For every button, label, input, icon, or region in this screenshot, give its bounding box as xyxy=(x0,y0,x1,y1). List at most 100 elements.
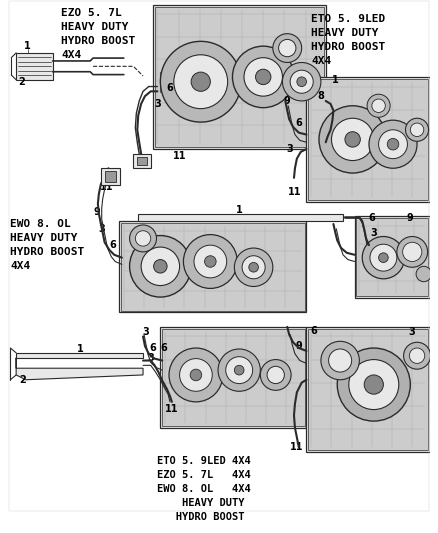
Circle shape xyxy=(349,360,399,409)
Circle shape xyxy=(234,248,273,287)
Text: 6: 6 xyxy=(311,326,318,336)
Circle shape xyxy=(403,243,422,262)
Circle shape xyxy=(191,72,210,91)
Circle shape xyxy=(233,46,294,108)
Circle shape xyxy=(260,360,291,390)
Circle shape xyxy=(410,348,425,364)
Polygon shape xyxy=(155,7,324,147)
Circle shape xyxy=(141,247,180,286)
Text: EWO 8. OL
HEAVY DUTY
HYDRO BOOST
4X4: EWO 8. OL HEAVY DUTY HYDRO BOOST 4X4 xyxy=(11,219,85,271)
Text: 9: 9 xyxy=(407,213,414,223)
Text: ETO 5. 9LED
HEAVY DUTY
HYDRO BOOST
4X4: ETO 5. 9LED HEAVY DUTY HYDRO BOOST 4X4 xyxy=(311,14,385,67)
Circle shape xyxy=(160,42,241,122)
Circle shape xyxy=(218,349,260,391)
Circle shape xyxy=(406,118,429,141)
Text: 9: 9 xyxy=(173,384,180,394)
Circle shape xyxy=(319,106,386,173)
Circle shape xyxy=(378,253,388,262)
Circle shape xyxy=(337,348,410,421)
Circle shape xyxy=(367,94,390,117)
Circle shape xyxy=(321,341,359,379)
Text: 11: 11 xyxy=(173,151,186,161)
Circle shape xyxy=(249,262,258,272)
Text: 6: 6 xyxy=(109,240,116,250)
Text: ETO 5. 9LED 4X4
EZO 5. 7L   4X4
EWO 8. OL   4X4
    HEAVY DUTY
   HYDRO BOOST: ETO 5. 9LED 4X4 EZO 5. 7L 4X4 EWO 8. OL … xyxy=(158,456,251,522)
Text: 6: 6 xyxy=(166,84,173,93)
Polygon shape xyxy=(16,358,143,379)
Text: 1: 1 xyxy=(77,344,84,354)
Text: 1: 1 xyxy=(236,205,243,215)
Circle shape xyxy=(273,34,302,62)
Polygon shape xyxy=(16,53,53,80)
Text: 11: 11 xyxy=(100,182,113,192)
Polygon shape xyxy=(308,79,427,200)
Polygon shape xyxy=(357,218,427,296)
Text: 3: 3 xyxy=(142,327,149,337)
Text: 8: 8 xyxy=(318,91,325,101)
Text: 6: 6 xyxy=(368,213,375,223)
Circle shape xyxy=(154,260,167,273)
Circle shape xyxy=(369,120,417,168)
Circle shape xyxy=(205,256,216,267)
Circle shape xyxy=(135,231,151,246)
Polygon shape xyxy=(160,327,307,428)
Text: 1: 1 xyxy=(332,75,339,85)
Text: 3: 3 xyxy=(287,144,293,154)
Text: 1: 1 xyxy=(24,41,31,51)
Circle shape xyxy=(297,77,307,86)
Text: 9: 9 xyxy=(295,341,302,351)
Polygon shape xyxy=(119,221,307,312)
Text: 2: 2 xyxy=(20,375,26,385)
Polygon shape xyxy=(137,157,147,165)
Polygon shape xyxy=(162,329,304,426)
Circle shape xyxy=(283,62,321,101)
Text: 9: 9 xyxy=(284,96,291,106)
Circle shape xyxy=(328,349,352,372)
Circle shape xyxy=(169,348,223,402)
Text: 11: 11 xyxy=(165,403,179,414)
Circle shape xyxy=(194,245,227,278)
Polygon shape xyxy=(101,168,120,184)
Circle shape xyxy=(370,244,397,271)
Circle shape xyxy=(397,237,427,267)
Circle shape xyxy=(372,99,385,112)
Text: 11: 11 xyxy=(372,255,385,264)
Text: 3: 3 xyxy=(147,353,154,362)
Circle shape xyxy=(362,237,405,279)
Circle shape xyxy=(410,123,424,136)
Text: 9: 9 xyxy=(330,122,337,132)
Polygon shape xyxy=(16,353,143,358)
Circle shape xyxy=(255,69,271,85)
Polygon shape xyxy=(354,216,430,298)
Circle shape xyxy=(184,235,237,288)
Polygon shape xyxy=(307,77,430,202)
Circle shape xyxy=(130,225,156,252)
Polygon shape xyxy=(138,214,343,221)
Circle shape xyxy=(130,236,191,297)
Circle shape xyxy=(190,369,201,381)
Circle shape xyxy=(267,366,284,384)
Circle shape xyxy=(174,55,228,109)
Circle shape xyxy=(345,132,360,147)
Text: 3: 3 xyxy=(99,224,105,234)
Circle shape xyxy=(242,256,265,279)
Text: 11: 11 xyxy=(290,442,304,452)
Text: 6: 6 xyxy=(161,343,168,353)
Circle shape xyxy=(180,359,212,391)
Circle shape xyxy=(364,375,383,394)
Text: EZO 5. 7L
HEAVY DUTY
HYDRO BOOST
4X4: EZO 5. 7L HEAVY DUTY HYDRO BOOST 4X4 xyxy=(61,7,136,60)
Circle shape xyxy=(332,118,374,160)
Polygon shape xyxy=(121,223,304,311)
Text: 2: 2 xyxy=(18,77,25,87)
Polygon shape xyxy=(307,327,430,452)
Text: 9: 9 xyxy=(94,206,100,216)
Circle shape xyxy=(290,70,313,93)
Text: 3: 3 xyxy=(371,228,377,238)
Polygon shape xyxy=(134,154,151,168)
Polygon shape xyxy=(105,171,116,182)
Circle shape xyxy=(279,39,296,56)
Text: 6: 6 xyxy=(295,118,302,128)
Text: 3: 3 xyxy=(154,99,161,109)
Circle shape xyxy=(244,58,283,96)
Polygon shape xyxy=(153,5,326,149)
